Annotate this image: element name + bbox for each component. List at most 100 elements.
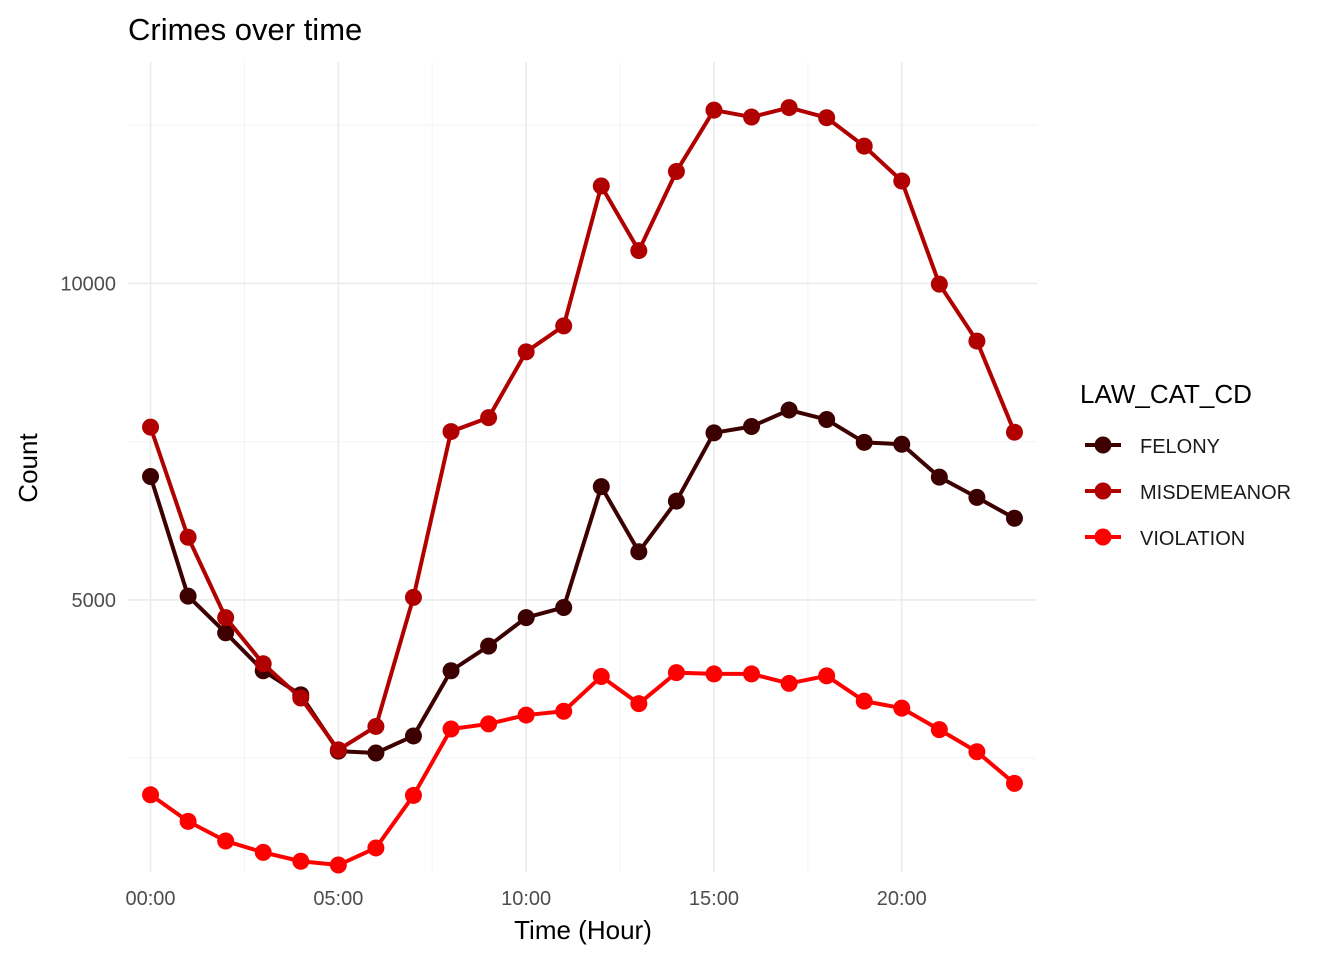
data-point-violation [780,674,798,692]
data-point-misdemeanor [818,109,836,127]
data-point-misdemeanor [930,275,948,293]
legend-label: FELONY [1140,436,1220,458]
data-point-misdemeanor [404,588,422,606]
data-point-misdemeanor [705,101,723,119]
legend-item-violation: VIOLATION [1085,528,1245,550]
data-point-misdemeanor [367,717,385,735]
data-point-violation [592,667,610,685]
x-axis-title: Time (Hour) [514,915,652,945]
data-point-violation [818,667,836,685]
data-point-misdemeanor [142,418,160,436]
data-point-felony [968,488,986,506]
grid [128,62,1037,872]
data-point-misdemeanor [555,317,573,335]
data-point-felony [743,418,761,435]
data-point-misdemeanor [592,177,610,195]
data-point-felony [780,401,798,419]
series-violation [142,664,1023,874]
data-point-felony [667,492,685,510]
legend-item-felony: FELONY [1085,436,1220,458]
data-point-violation [555,702,573,720]
data-point-violation [217,832,235,850]
legend-key-point [1094,482,1112,500]
data-point-violation [705,665,723,683]
data-point-felony [142,467,160,485]
x-tick-label: 20:00 [877,888,927,910]
data-point-violation [480,715,498,733]
data-point-felony [217,624,235,642]
y-axis-title: Count [13,433,43,503]
data-point-violation [1005,774,1023,792]
chart-title: Crimes over time [128,12,362,47]
data-point-felony [855,433,873,451]
legend-key-point [1094,436,1112,454]
data-point-violation [179,812,197,830]
data-point-violation [292,852,310,870]
series-line-misdemeanor [148,105,1017,752]
data-point-misdemeanor [968,332,986,350]
data-point-violation [142,786,160,804]
x-tick-label: 00:00 [126,888,176,910]
data-point-misdemeanor [480,409,498,427]
series-layer [142,99,1023,874]
data-point-misdemeanor [442,423,460,441]
series-line-violation [148,670,1017,868]
data-point-violation [968,743,986,761]
y-axis-ticks: 5000 10000 [60,273,116,611]
legend: LAW_CAT_CD FELONY MISDEMEANOR VIOLATION [1080,379,1291,550]
y-tick-label: 5000 [72,590,117,612]
data-point-misdemeanor [254,655,272,673]
data-point-felony [893,435,911,453]
data-point-felony [517,609,535,627]
data-point-felony [592,478,610,496]
data-point-violation [442,720,460,738]
x-tick-label: 10:00 [501,888,551,910]
data-point-felony [442,662,460,680]
data-point-misdemeanor [630,242,648,260]
data-point-misdemeanor [855,137,873,155]
y-tick-label: 10000 [60,273,116,295]
legend-label: MISDEMEANOR [1140,482,1291,504]
data-point-misdemeanor [329,741,347,759]
data-point-misdemeanor [517,343,535,361]
data-point-violation [930,721,948,739]
legend-title: LAW_CAT_CD [1080,379,1252,409]
data-point-felony [705,424,723,442]
data-point-misdemeanor [217,609,235,627]
data-point-felony [1005,509,1023,527]
data-point-felony [930,468,948,486]
data-point-felony [404,727,422,745]
legend-key-point [1094,528,1112,546]
data-point-violation [743,665,761,683]
data-point-violation [329,856,347,874]
data-point-felony [367,744,385,762]
data-point-misdemeanor [893,172,911,190]
data-point-violation [893,699,911,717]
data-point-felony [818,411,836,429]
data-point-felony [179,587,197,605]
legend-items: FELONY MISDEMEANOR VIOLATION [1085,436,1291,550]
x-axis-ticks: 00:00 05:00 10:00 15:00 20:00 [126,888,927,910]
data-point-violation [667,664,685,682]
data-point-violation [404,786,422,804]
x-tick-label: 15:00 [689,888,739,910]
data-point-felony [480,637,498,655]
data-point-misdemeanor [292,689,310,707]
data-point-misdemeanor [1005,423,1023,441]
legend-item-misdemeanor: MISDEMEANOR [1085,482,1291,504]
data-point-misdemeanor [179,528,197,546]
data-point-violation [517,706,535,724]
series-line-felony [148,408,1017,756]
data-point-violation [367,839,385,857]
data-point-violation [630,695,648,713]
x-tick-label: 05:00 [313,888,363,910]
data-point-misdemeanor [780,99,798,117]
data-point-felony [555,598,573,616]
series-misdemeanor [142,99,1023,759]
data-point-violation [855,692,873,710]
data-point-violation [254,843,272,861]
data-point-misdemeanor [667,162,685,180]
data-point-felony [630,543,648,561]
data-point-misdemeanor [743,108,761,126]
